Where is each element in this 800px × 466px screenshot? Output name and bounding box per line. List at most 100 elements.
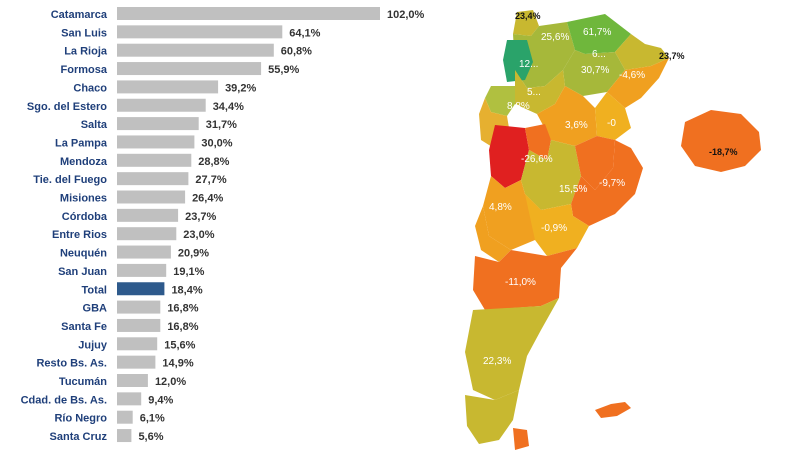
map-region-chaco bbox=[563, 50, 625, 96]
map-region-formosa bbox=[567, 14, 631, 54]
map-region-la-pampa bbox=[483, 176, 541, 250]
map-region-label: 23,4% bbox=[515, 11, 541, 21]
value-label: 23,7% bbox=[185, 211, 216, 223]
map-region-label: 8,8% bbox=[507, 101, 530, 112]
bar bbox=[117, 80, 219, 94]
value-label: 34,4% bbox=[213, 101, 244, 113]
value-label: 20,9% bbox=[178, 248, 209, 260]
map-region-label: 25,6% bbox=[541, 32, 569, 43]
bar bbox=[117, 429, 132, 443]
value-label: 16,8% bbox=[167, 321, 198, 333]
bar bbox=[117, 117, 199, 131]
category-label: Sgo. del Estero bbox=[27, 101, 107, 113]
value-label: 12,0% bbox=[155, 376, 186, 388]
map-region-label: 6... bbox=[592, 49, 606, 60]
map-region-label: 30,7% bbox=[581, 65, 609, 76]
map-region-label: 15,5% bbox=[559, 184, 587, 195]
value-label: 60,8% bbox=[281, 46, 312, 58]
category-label: Formosa bbox=[61, 64, 108, 76]
value-label: 28,8% bbox=[198, 156, 229, 168]
map-region-label: -0,9% bbox=[541, 223, 567, 234]
map-region-west-south bbox=[525, 194, 589, 256]
bar bbox=[117, 190, 186, 204]
map-region-tierra-del-fuego bbox=[513, 428, 529, 450]
value-label: 5,6% bbox=[138, 431, 163, 443]
bar bbox=[117, 337, 158, 351]
value-label: 64,1% bbox=[289, 27, 320, 39]
bar-chart: Catamarca 102,0% San Luis 64,1% La Rioja 60,8… bbox=[21, 7, 425, 443]
map-region-label: 5... bbox=[527, 87, 541, 98]
bar bbox=[117, 300, 161, 314]
value-label: 6,1% bbox=[140, 413, 165, 425]
map-inset-buenos-aires bbox=[681, 110, 761, 172]
category-label: Cdad. de Bs. As. bbox=[21, 394, 107, 406]
map-region-label: 23,7% bbox=[659, 51, 685, 61]
map-region-buenos-aires bbox=[571, 140, 643, 226]
map-region-rio-negro bbox=[473, 248, 577, 310]
category-label: San Juan bbox=[58, 266, 107, 278]
map-region-label: -0 bbox=[607, 118, 616, 129]
category-label: La Rioja bbox=[64, 46, 108, 58]
value-label: 39,2% bbox=[225, 82, 256, 94]
category-label: Tie. del Fuego bbox=[33, 174, 107, 186]
bar bbox=[117, 153, 192, 167]
bar bbox=[117, 43, 274, 57]
bar-total bbox=[117, 282, 165, 296]
category-label: Entre Rios bbox=[52, 229, 107, 241]
map-region-label: 61,7% bbox=[583, 27, 611, 38]
map-region-central bbox=[537, 86, 597, 146]
map-region-chubut bbox=[465, 298, 559, 400]
map-region-misiones bbox=[615, 34, 669, 70]
value-label: 14,9% bbox=[162, 358, 193, 370]
value-label: 27,7% bbox=[195, 174, 226, 186]
bar bbox=[117, 318, 161, 332]
value-label: 30,0% bbox=[201, 137, 232, 149]
category-label: Córdoba bbox=[62, 211, 108, 223]
bar bbox=[117, 410, 133, 424]
bars-group: Catamarca 102,0% San Luis 64,1% La Rioja 60,8… bbox=[21, 7, 425, 443]
category-label: Jujuy bbox=[78, 339, 108, 351]
bar bbox=[117, 227, 177, 241]
value-label: 26,4% bbox=[192, 193, 223, 205]
map-region-tucuman-catamarca bbox=[503, 40, 533, 82]
category-label: Total bbox=[82, 284, 107, 296]
argentina-map: 23,4% 25,6% 61,7% 23,7% 12... 6... 30,7% -4,6% 5… bbox=[465, 10, 761, 450]
map-region-label: -11,0% bbox=[505, 277, 536, 288]
map-labels: 23,4% 25,6% 61,7% 23,7% 12... 6... 30,7% -4,6% 5… bbox=[483, 11, 738, 367]
category-label: Mendoza bbox=[60, 156, 108, 168]
category-label: San Luis bbox=[61, 27, 107, 39]
bar bbox=[117, 392, 142, 406]
value-label: 19,1% bbox=[173, 266, 204, 278]
map-region-mendoza bbox=[489, 125, 529, 188]
value-label: 9,4% bbox=[148, 394, 173, 406]
map-region-label: 22,3% bbox=[483, 356, 511, 367]
bar bbox=[117, 25, 283, 39]
map-region-entre-rios bbox=[595, 92, 631, 140]
map-region-label: -18,7% bbox=[709, 147, 738, 157]
map-region-santa-fe bbox=[575, 136, 615, 190]
map-region-sgo-estero bbox=[515, 70, 565, 114]
map-region-corrientes bbox=[607, 58, 669, 108]
map-region-label: -9,7% bbox=[599, 178, 625, 189]
map-region-santa-cruz bbox=[465, 390, 519, 444]
value-label: 55,9% bbox=[268, 64, 299, 76]
bar bbox=[117, 208, 179, 222]
category-label: Santa Fe bbox=[61, 321, 107, 333]
map-region-jujuy bbox=[513, 10, 539, 36]
map-region-san-luis bbox=[525, 124, 551, 160]
value-label: 102,0% bbox=[387, 9, 425, 21]
category-label: GBA bbox=[83, 303, 108, 315]
value-label: 18,4% bbox=[171, 284, 202, 296]
category-label: Catamarca bbox=[51, 9, 108, 21]
category-label: Resto Bs. As. bbox=[36, 358, 107, 370]
category-label: Santa Cruz bbox=[50, 431, 108, 443]
bar bbox=[117, 374, 148, 387]
bar bbox=[117, 98, 206, 112]
map-region-label: 12... bbox=[519, 59, 538, 70]
bar bbox=[117, 135, 195, 149]
bar bbox=[117, 172, 189, 186]
bar bbox=[117, 62, 262, 76]
category-label: Río Negro bbox=[54, 413, 107, 425]
map-region-label: 4,8% bbox=[489, 202, 512, 213]
